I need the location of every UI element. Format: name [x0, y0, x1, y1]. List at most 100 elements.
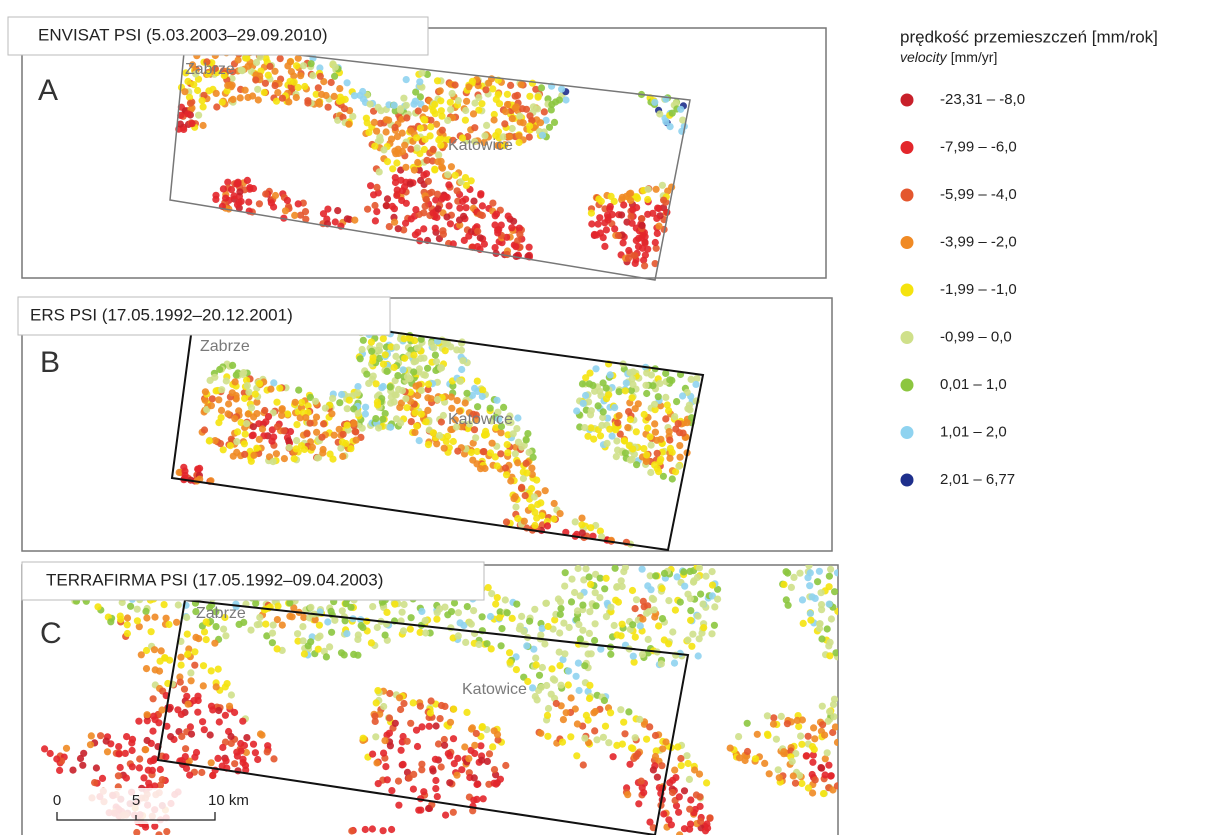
- psi-point: [615, 599, 622, 606]
- psi-point: [434, 158, 441, 165]
- psi-point: [687, 617, 694, 624]
- psi-point: [822, 771, 829, 778]
- psi-point: [307, 638, 314, 645]
- psi-point: [665, 597, 672, 604]
- psi-point: [244, 382, 251, 389]
- scale-label: 5: [132, 792, 140, 809]
- psi-point: [414, 344, 421, 351]
- psi-point: [608, 193, 615, 200]
- psi-point: [671, 767, 678, 774]
- psi-point: [526, 112, 533, 119]
- psi-point: [331, 93, 338, 100]
- psi-point: [211, 640, 218, 647]
- psi-point: [353, 437, 360, 444]
- psi-point: [689, 631, 696, 638]
- psi-point: [503, 518, 510, 525]
- psi-point: [497, 450, 504, 457]
- psi-point: [512, 503, 519, 510]
- psi-point: [243, 734, 250, 741]
- psi-point: [481, 432, 488, 439]
- psi-point: [338, 391, 345, 398]
- psi-point: [587, 524, 594, 531]
- legend-swatch: [901, 284, 914, 297]
- psi-point: [386, 223, 393, 230]
- psi-point: [124, 621, 131, 628]
- psi-point: [388, 136, 395, 143]
- psi-point: [796, 772, 803, 779]
- legend-label: -1,99 – -1,0: [940, 281, 1017, 298]
- psi-point: [185, 701, 192, 708]
- psi-point: [708, 630, 715, 637]
- psi-point: [392, 720, 399, 727]
- psi-point: [825, 762, 832, 769]
- psi-point: [513, 425, 520, 432]
- psi-point: [280, 427, 287, 434]
- psi-point: [247, 627, 254, 634]
- psi-point: [455, 97, 462, 104]
- psi-point: [344, 79, 351, 86]
- psi-point: [250, 432, 257, 439]
- psi-point: [660, 810, 667, 817]
- psi-point: [487, 613, 494, 620]
- psi-point: [158, 706, 165, 713]
- psi-point: [790, 772, 797, 779]
- psi-point: [676, 793, 683, 800]
- psi-point: [536, 672, 543, 679]
- psi-point: [408, 614, 415, 621]
- psi-point: [510, 218, 517, 225]
- legend-label: 1,01 – 2,0: [940, 423, 1007, 440]
- psi-point: [694, 613, 701, 620]
- legend-swatch: [901, 426, 914, 439]
- psi-point: [262, 190, 269, 197]
- psi-point: [616, 388, 623, 395]
- psi-point: [463, 98, 470, 105]
- psi-point: [620, 719, 627, 726]
- psi-point: [514, 414, 521, 421]
- psi-point: [686, 776, 693, 783]
- psi-point: [507, 82, 514, 89]
- psi-point: [526, 618, 533, 625]
- psi-point: [578, 515, 585, 522]
- psi-point: [372, 718, 379, 725]
- psi-point: [162, 753, 169, 760]
- psi-point: [295, 387, 302, 394]
- psi-point: [463, 390, 470, 397]
- psi-point: [646, 819, 653, 826]
- psi-point: [687, 796, 694, 803]
- legend: -23,31 – -8,0-7,99 – -6,0-5,99 – -4,0-3,…: [901, 91, 1026, 488]
- psi-point: [407, 146, 414, 153]
- psi-point: [229, 389, 236, 396]
- psi-point: [479, 393, 486, 400]
- psi-point: [392, 353, 399, 360]
- psi-point: [371, 202, 378, 209]
- legend-subtitle: velocity[mm/yr]: [900, 49, 997, 65]
- psi-point: [647, 586, 654, 593]
- psi-point: [318, 91, 325, 98]
- psi-point: [224, 410, 231, 417]
- psi-point: [374, 624, 381, 631]
- psi-point: [322, 405, 329, 412]
- psi-point: [778, 713, 785, 720]
- psi-point: [629, 445, 636, 452]
- psi-point: [347, 604, 354, 611]
- psi-point: [270, 622, 277, 629]
- psi-point: [165, 621, 172, 628]
- psi-point: [424, 365, 431, 372]
- psi-point: [278, 412, 285, 419]
- psi-point: [239, 67, 246, 74]
- psi-point: [498, 625, 505, 632]
- psi-point: [654, 774, 661, 781]
- legend-label: -3,99 – -2,0: [940, 233, 1017, 250]
- psi-point: [270, 379, 277, 386]
- psi-point: [273, 450, 280, 457]
- psi-point: [235, 56, 242, 63]
- scale-label: 10 km: [208, 792, 249, 809]
- psi-point: [222, 195, 229, 202]
- psi-point: [432, 352, 439, 359]
- psi-point: [474, 228, 481, 235]
- psi-point: [410, 101, 417, 108]
- psi-point: [291, 212, 298, 219]
- psi-point: [220, 446, 227, 453]
- psi-point: [395, 802, 402, 809]
- place-label: Katowice: [448, 137, 513, 154]
